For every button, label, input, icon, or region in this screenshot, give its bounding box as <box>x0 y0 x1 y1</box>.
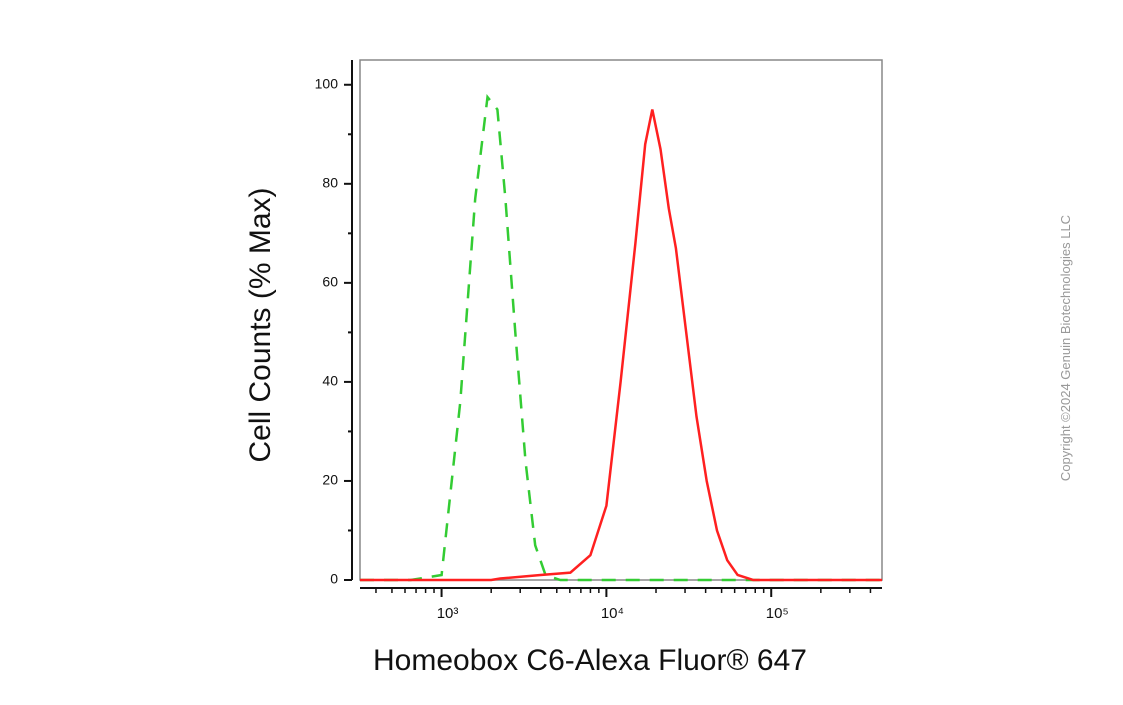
plot-frame <box>359 59 883 581</box>
x-tick-label: 10⁵ <box>766 605 789 622</box>
y-tick-label: 100 <box>315 75 339 91</box>
x-axis-label: Homeobox C6-Alexa Fluor® 647 <box>373 644 807 677</box>
y-tick-label: 0 <box>330 571 338 587</box>
x-tick-label: 10³ <box>437 605 459 622</box>
y-tick-label: 80 <box>322 175 338 191</box>
series-line <box>360 93 882 582</box>
copyright: Copyright ©2024 Genuin Biotechnologies L… <box>1058 215 1073 481</box>
y-tick-label: 20 <box>322 472 338 488</box>
y-tick-label: 40 <box>322 373 338 389</box>
y-axis-label: Cell Counts (% Max) <box>244 187 277 462</box>
series-line <box>360 109 882 582</box>
x-tick-label: 10⁴ <box>601 605 624 622</box>
y-tick-label: 60 <box>322 274 338 290</box>
